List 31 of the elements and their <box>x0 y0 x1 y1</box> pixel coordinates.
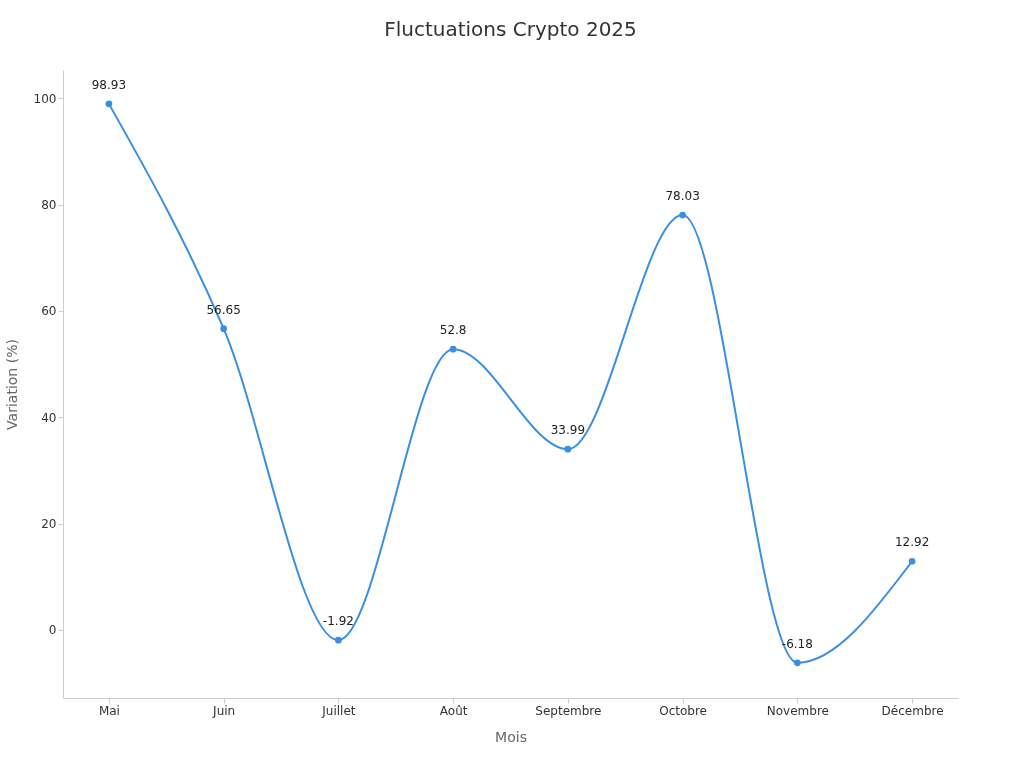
x-tick-label: Novembre <box>766 703 829 718</box>
y-tick-label: 60 <box>41 304 57 319</box>
point <box>220 325 227 333</box>
data-label: 98.93 <box>91 77 127 92</box>
data-label: 52.8 <box>439 323 467 338</box>
data-label: -1.92 <box>322 614 354 629</box>
point <box>564 445 572 453</box>
data-label: 12.92 <box>894 535 930 550</box>
chart-title: Fluctuations Crypto 2025 <box>384 17 637 41</box>
point <box>335 636 342 644</box>
x-tick-label: Juillet <box>321 703 356 718</box>
y-tick-label: 20 <box>41 517 57 532</box>
data-label: 78.03 <box>665 189 700 204</box>
y-tick-label: 80 <box>41 198 57 213</box>
x-tick-label: Octobre <box>659 703 707 718</box>
point <box>908 557 916 565</box>
point <box>449 345 457 353</box>
point <box>794 659 801 667</box>
point <box>679 211 686 219</box>
x-tick-label: Septembre <box>535 703 602 718</box>
x-tick-label: Décembre <box>881 703 944 718</box>
point <box>105 100 113 108</box>
y-tick-label: 40 <box>41 410 57 425</box>
y-tick-label: 0 <box>48 623 57 638</box>
x-tick-label: Mai <box>98 703 120 718</box>
x-axis-title: Mois <box>495 728 527 745</box>
data-label: 33.99 <box>550 423 586 438</box>
y-axis-title: Variation (%) <box>3 339 20 430</box>
x-tick-label: Juin <box>212 703 236 718</box>
x-tick-label: Août <box>439 703 468 718</box>
y-tick-label: 100 <box>33 91 57 106</box>
